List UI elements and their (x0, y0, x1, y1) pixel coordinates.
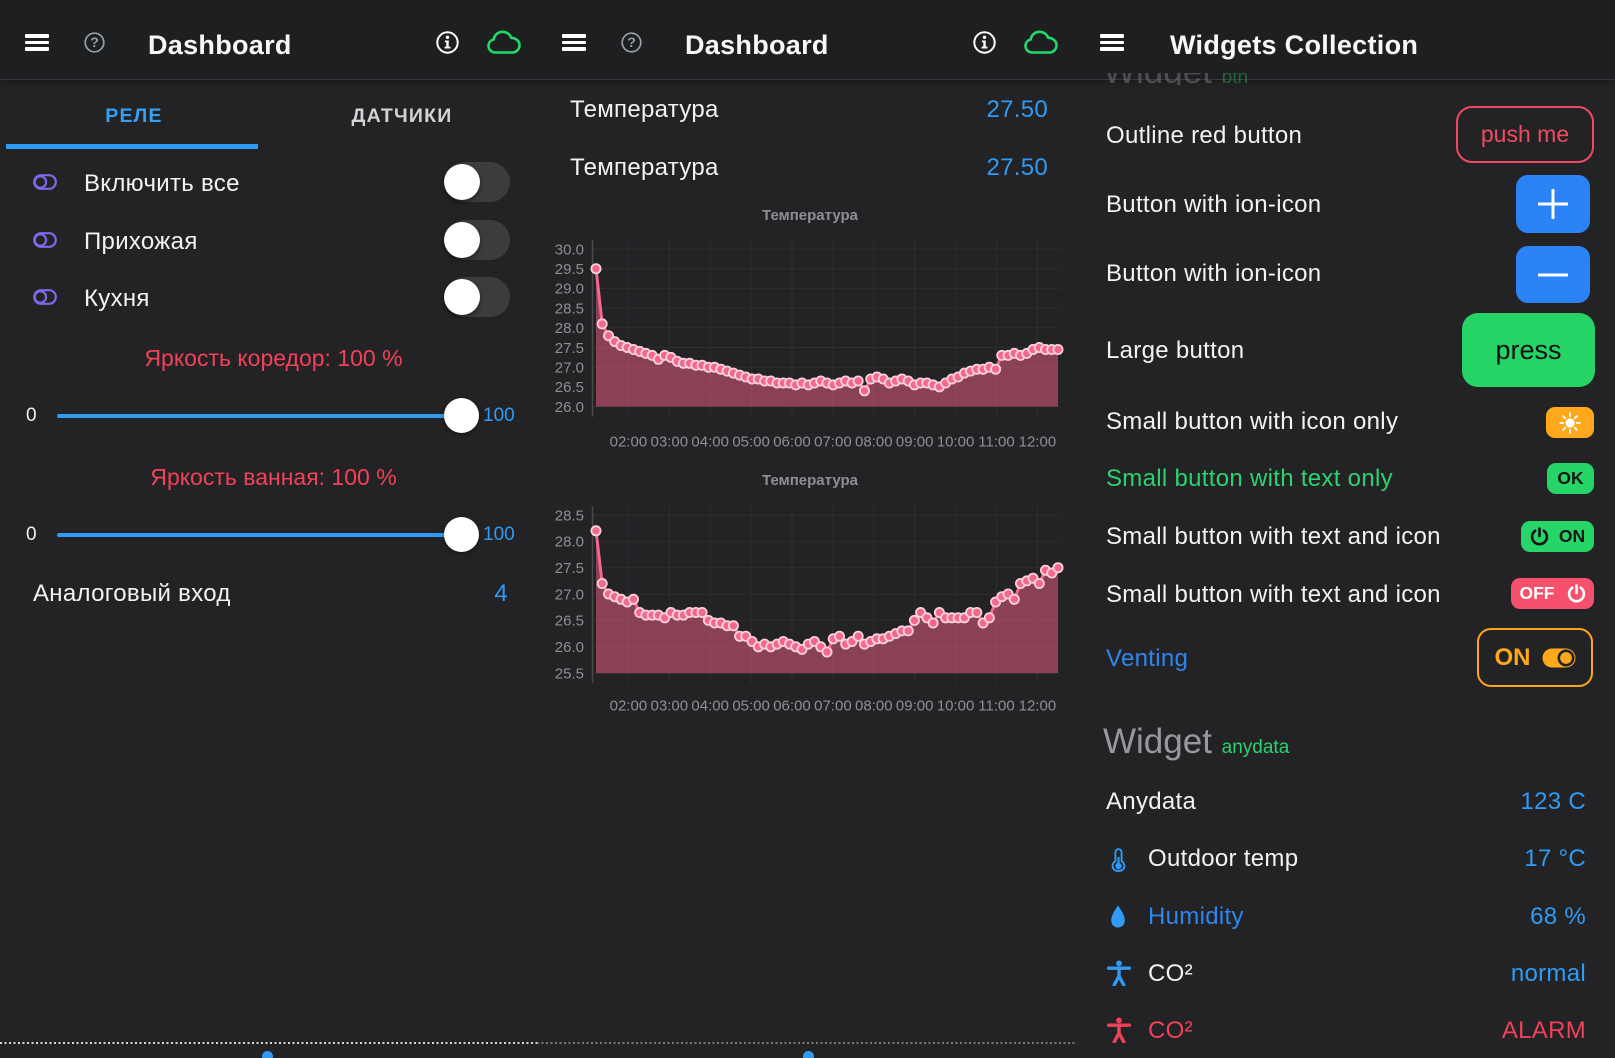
svg-text:08:00: 08:00 (855, 697, 893, 714)
svg-text:05:00: 05:00 (732, 697, 770, 714)
svg-text:10:00: 10:00 (937, 433, 975, 450)
svg-text:10:00: 10:00 (937, 697, 975, 714)
svg-text:27.5: 27.5 (555, 560, 584, 577)
svg-text:12:00: 12:00 (1019, 697, 1057, 714)
svg-text:09:00: 09:00 (896, 697, 934, 714)
svg-text:?: ? (90, 34, 99, 50)
svg-text:27.0: 27.0 (555, 586, 584, 603)
svg-text:26.5: 26.5 (555, 379, 584, 396)
svg-text:28.5: 28.5 (555, 300, 584, 317)
svg-text:26.5: 26.5 (555, 613, 584, 630)
svg-text:28.0: 28.0 (555, 534, 584, 551)
svg-text:30.0: 30.0 (555, 241, 584, 258)
svg-text:29.5: 29.5 (555, 261, 584, 278)
svg-text:04:00: 04:00 (691, 433, 729, 450)
svg-text:04:00: 04:00 (691, 697, 729, 714)
svg-text:27.0: 27.0 (555, 360, 584, 377)
svg-text:11:00: 11:00 (978, 433, 1014, 450)
svg-text:?: ? (627, 34, 636, 50)
svg-text:03:00: 03:00 (651, 433, 689, 450)
svg-text:05:00: 05:00 (732, 433, 770, 450)
svg-text:11:00: 11:00 (978, 697, 1014, 714)
svg-text:06:00: 06:00 (773, 697, 811, 714)
svg-text:28.0: 28.0 (555, 320, 584, 337)
svg-text:29.0: 29.0 (555, 281, 584, 298)
svg-text:28.5: 28.5 (555, 507, 584, 524)
svg-text:27.5: 27.5 (555, 340, 584, 357)
svg-text:02:00: 02:00 (610, 697, 648, 714)
svg-text:03:00: 03:00 (651, 697, 689, 714)
svg-text:26.0: 26.0 (555, 399, 584, 416)
svg-text:26.0: 26.0 (555, 639, 584, 656)
svg-text:07:00: 07:00 (814, 433, 852, 450)
svg-text:07:00: 07:00 (814, 697, 852, 714)
svg-text:09:00: 09:00 (896, 433, 934, 450)
svg-text:08:00: 08:00 (855, 433, 893, 450)
svg-text:02:00: 02:00 (610, 433, 648, 450)
svg-text:12:00: 12:00 (1019, 433, 1057, 450)
svg-text:06:00: 06:00 (773, 433, 811, 450)
svg-text:25.5: 25.5 (555, 665, 584, 682)
